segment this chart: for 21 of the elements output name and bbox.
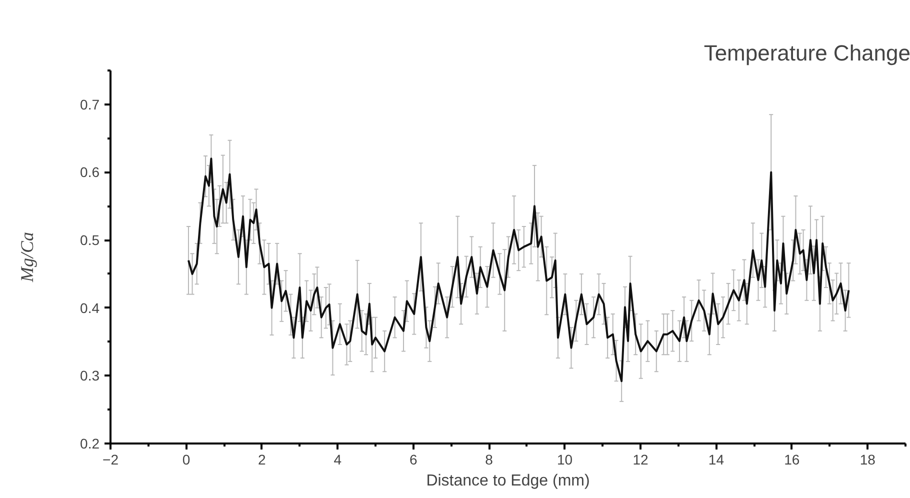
x-tick-label: 2 — [258, 452, 266, 468]
x-tick-label: 16 — [784, 452, 800, 468]
y-axis-title: Mg/Ca — [17, 232, 38, 283]
x-tick-label: 8 — [485, 452, 494, 468]
chart-title: Temperature Change — [704, 40, 910, 66]
x-tick-label: 4 — [334, 452, 342, 468]
y-tick-label: 0.6 — [80, 164, 100, 180]
y-tick-label: 0.5 — [80, 232, 100, 248]
x-tick-label: 10 — [557, 452, 573, 468]
y-tick-label: 0.4 — [80, 300, 100, 316]
x-tick-label: 12 — [632, 452, 648, 468]
y-tick-label: 0.3 — [80, 368, 100, 384]
x-tick-label: 6 — [409, 452, 418, 468]
y-tick-label: 0.2 — [80, 436, 100, 452]
x-axis-title: Distance to Edge (mm) — [426, 472, 590, 490]
x-tick-label: 0 — [182, 452, 190, 468]
x-tick-label: 18 — [860, 452, 876, 468]
y-tick-label: 0.7 — [80, 96, 100, 112]
line-series — [187, 158, 850, 382]
x-tick-label: −2 — [102, 452, 119, 468]
x-tick-label: 14 — [708, 452, 724, 468]
